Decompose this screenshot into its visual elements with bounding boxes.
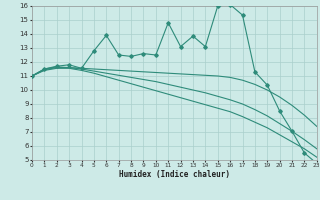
- X-axis label: Humidex (Indice chaleur): Humidex (Indice chaleur): [119, 170, 230, 179]
